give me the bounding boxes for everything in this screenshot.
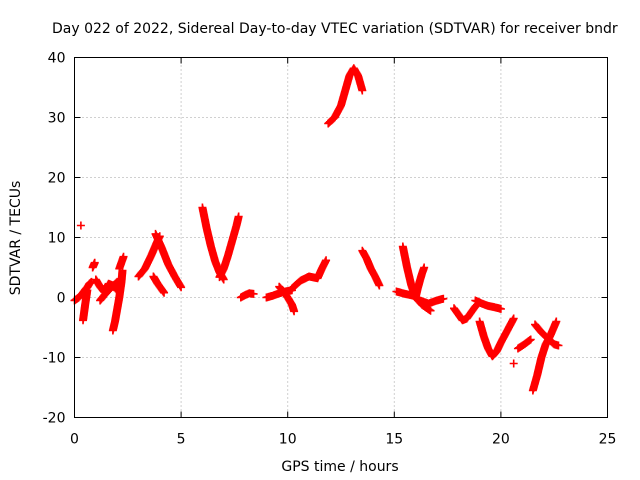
- series-arc10: [149, 272, 169, 297]
- x-tick-label: 15: [385, 432, 403, 448]
- y-tick-label: 0: [57, 291, 66, 307]
- x-tick-label: 5: [177, 432, 186, 448]
- grid-lines: [74, 57, 608, 418]
- x-tick-label: 25: [599, 432, 617, 448]
- data-point: [90, 258, 99, 267]
- series-arc18: [324, 64, 367, 128]
- y-tick-label: 10: [48, 231, 66, 247]
- series-arc17: [287, 256, 331, 293]
- series-arc3: [79, 286, 92, 325]
- y-tick-label: 30: [48, 111, 66, 127]
- data-point: [375, 281, 384, 290]
- data-point: [234, 212, 243, 221]
- data-point: [552, 317, 561, 326]
- series-arc26: [509, 359, 518, 368]
- tick-labels: 0 5 10 15 20 25 -20 -10 0 10 20 30 40: [43, 51, 617, 448]
- data-point: [119, 252, 128, 261]
- series-arc16: [275, 282, 299, 316]
- series-arc21: [398, 242, 435, 315]
- y-tick-label: 40: [48, 51, 66, 67]
- data-point: [76, 221, 85, 230]
- series-arc14: [236, 289, 258, 302]
- data-point: [496, 304, 505, 313]
- data-point: [322, 256, 331, 265]
- series-arc22: [411, 263, 429, 302]
- data-point: [177, 283, 186, 292]
- data-point: [526, 335, 535, 344]
- data-point: [420, 263, 429, 272]
- x-tick-label: 20: [492, 432, 510, 448]
- series-arc27: [513, 335, 535, 353]
- y-tick-label: -10: [43, 351, 66, 367]
- series-arc8: [115, 252, 128, 273]
- series-arc13: [215, 212, 243, 282]
- series-arc7: [108, 266, 127, 335]
- y-tick-label: 20: [48, 171, 66, 187]
- data-point: [249, 289, 258, 298]
- series-arc9: [134, 232, 164, 281]
- series-arc28: [528, 317, 561, 395]
- data-point: [290, 307, 299, 316]
- plot-frame: [74, 57, 608, 418]
- chart-title: Day 022 of 2022, Sidereal Day-to-day VTE…: [52, 21, 618, 37]
- series-arc4: [88, 258, 99, 272]
- x-tick-label: 10: [279, 432, 297, 448]
- data-point: [160, 288, 169, 297]
- data-point: [509, 314, 518, 323]
- data-point: [83, 286, 92, 295]
- series-arc25: [475, 314, 518, 361]
- x-tick-label: 0: [70, 432, 79, 448]
- x-axis-label: GPS time / hours: [281, 459, 398, 475]
- data-series: [70, 64, 563, 395]
- data-point: [358, 86, 367, 95]
- series-arc29: [531, 320, 563, 350]
- series-arc24: [471, 296, 505, 313]
- data-point: [439, 294, 448, 303]
- y-axis-label: SDTVAR / TECUs: [8, 181, 24, 296]
- data-point: [554, 341, 563, 350]
- data-point: [509, 359, 518, 368]
- series-arc1: [76, 221, 85, 230]
- series-arc19: [358, 246, 384, 290]
- data-point: [426, 306, 435, 315]
- y-tick-label: -20: [43, 411, 66, 427]
- series-arc11: [151, 229, 186, 292]
